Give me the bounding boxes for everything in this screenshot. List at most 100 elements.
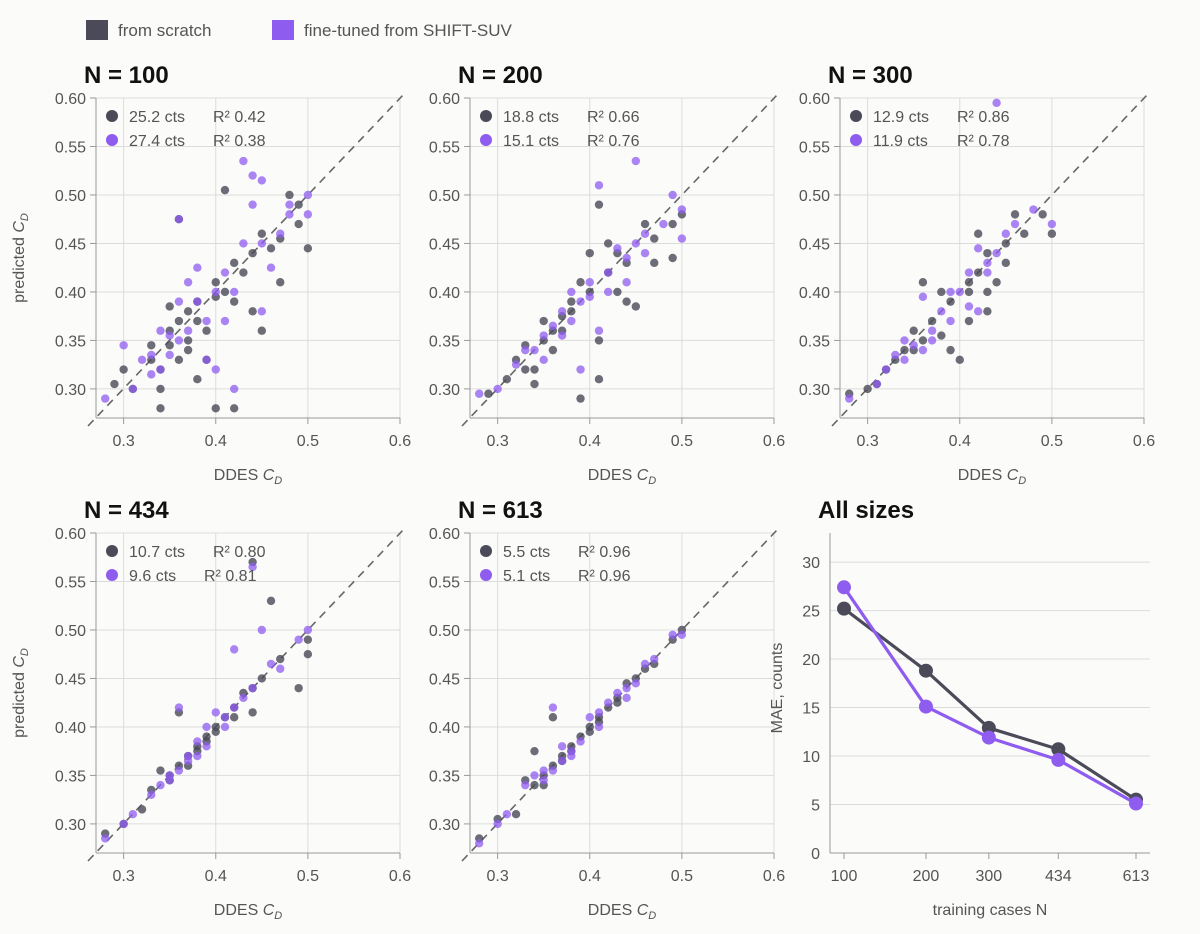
point-finetuned bbox=[539, 331, 548, 340]
point-scratch bbox=[276, 278, 285, 287]
point-scratch bbox=[640, 219, 650, 229]
point-finetuned bbox=[872, 379, 882, 389]
panel-title: N = 300 bbox=[828, 62, 913, 89]
point-scratch bbox=[147, 341, 156, 350]
point-scratch bbox=[594, 200, 604, 209]
point-finetuned bbox=[239, 156, 248, 166]
point-scratch bbox=[622, 297, 631, 306]
point-finetuned bbox=[909, 341, 918, 350]
point-scratch bbox=[585, 727, 594, 736]
point-finetuned bbox=[539, 776, 548, 785]
point-scratch bbox=[193, 375, 202, 384]
stat-dot-scratch bbox=[106, 110, 118, 122]
point-finetuned bbox=[548, 703, 558, 712]
y-tick-label: 0.50 bbox=[55, 188, 86, 205]
point-finetuned bbox=[193, 297, 202, 306]
stat-mae: 5.5 cts bbox=[503, 544, 550, 561]
point-finetuned bbox=[983, 258, 992, 268]
point-finetuned bbox=[983, 268, 992, 277]
point-scratch bbox=[303, 244, 313, 253]
stat-dot-finetuned bbox=[850, 134, 862, 146]
point-finetuned bbox=[918, 292, 928, 301]
point-finetuned bbox=[845, 394, 854, 403]
point-finetuned bbox=[927, 326, 937, 335]
point-scratch bbox=[303, 635, 313, 644]
point-finetuned bbox=[1047, 219, 1057, 229]
point-scratch bbox=[1010, 210, 1020, 219]
stat-mae: 15.1 cts bbox=[503, 133, 559, 150]
point-finetuned bbox=[992, 248, 1001, 258]
point-scratch bbox=[229, 297, 239, 306]
point-scratch bbox=[484, 389, 493, 398]
point-scratch bbox=[594, 375, 604, 384]
x-tick-label: 0.5 bbox=[671, 868, 693, 885]
panel-title: N = 200 bbox=[458, 62, 543, 89]
point-finetuned bbox=[585, 292, 594, 301]
point-scratch bbox=[973, 229, 983, 238]
stat-r2: R² 0.78 bbox=[957, 133, 1010, 150]
point-finetuned bbox=[202, 742, 211, 751]
point-scratch bbox=[294, 219, 303, 229]
point-scratch bbox=[156, 384, 165, 394]
point-finetuned bbox=[585, 713, 594, 722]
point-finetuned bbox=[211, 287, 220, 297]
point-finetuned bbox=[475, 839, 484, 848]
point-scratch bbox=[964, 287, 974, 297]
point-scratch bbox=[946, 345, 955, 355]
panel-1: N = 100 0.3 0.4 0.5 0.6 0.30 0.35 0.40 0.45 0.50 0… bbox=[11, 62, 411, 487]
point-finetuned bbox=[585, 278, 594, 287]
y-tick-label: 0.45 bbox=[799, 236, 830, 253]
stat-mae: 11.9 cts bbox=[873, 133, 928, 150]
legend: from scratch fine-tuned from SHIFT-SUV bbox=[86, 20, 513, 40]
y-tick-label: 0.55 bbox=[55, 139, 86, 156]
point-finetuned bbox=[303, 190, 313, 200]
y-tick-label: 0.50 bbox=[429, 623, 460, 640]
point-finetuned bbox=[622, 693, 631, 703]
point-scratch bbox=[964, 316, 974, 326]
point-finetuned bbox=[303, 625, 313, 635]
point-scratch bbox=[266, 596, 276, 606]
point-finetuned bbox=[576, 297, 585, 306]
y-tick-label: 0.45 bbox=[55, 236, 86, 253]
point-finetuned bbox=[650, 654, 659, 664]
y-tick-label: 0.40 bbox=[429, 285, 460, 302]
point-finetuned bbox=[257, 176, 267, 185]
point-finetuned bbox=[576, 365, 585, 374]
point-scratch bbox=[650, 258, 659, 268]
point-finetuned bbox=[567, 316, 576, 326]
marker-scratch bbox=[1051, 742, 1066, 757]
point-finetuned bbox=[285, 200, 294, 209]
y-tick-label: 0.45 bbox=[429, 671, 460, 688]
point-finetuned bbox=[239, 693, 248, 703]
marker-finetuned bbox=[837, 580, 851, 595]
y-tick-label: 0.50 bbox=[429, 188, 460, 205]
y-tick-label: 0.40 bbox=[55, 720, 86, 737]
x-tick-label: 100 bbox=[831, 868, 858, 885]
point-scratch bbox=[863, 384, 872, 394]
point-finetuned bbox=[511, 360, 521, 369]
point-finetuned bbox=[239, 239, 248, 248]
point-scratch bbox=[964, 278, 974, 287]
marker-finetuned bbox=[981, 730, 996, 745]
point-finetuned bbox=[937, 307, 946, 316]
point-scratch bbox=[668, 219, 677, 229]
point-scratch bbox=[110, 379, 119, 389]
point-finetuned bbox=[156, 365, 165, 374]
point-scratch bbox=[983, 307, 992, 316]
point-finetuned bbox=[900, 336, 909, 345]
point-finetuned bbox=[303, 210, 313, 219]
point-finetuned bbox=[640, 659, 650, 669]
point-scratch bbox=[211, 727, 220, 736]
y-tick-label: 0.45 bbox=[429, 236, 460, 253]
point-finetuned bbox=[183, 278, 193, 287]
point-finetuned bbox=[548, 321, 558, 331]
panel-title: N = 100 bbox=[84, 62, 169, 89]
point-scratch bbox=[603, 239, 613, 248]
point-finetuned bbox=[229, 703, 239, 712]
point-finetuned bbox=[530, 771, 539, 780]
stat-mae: 9.6 cts bbox=[129, 568, 176, 585]
legend-swatch-scratch bbox=[86, 20, 108, 40]
stat-dot-scratch bbox=[106, 545, 118, 557]
